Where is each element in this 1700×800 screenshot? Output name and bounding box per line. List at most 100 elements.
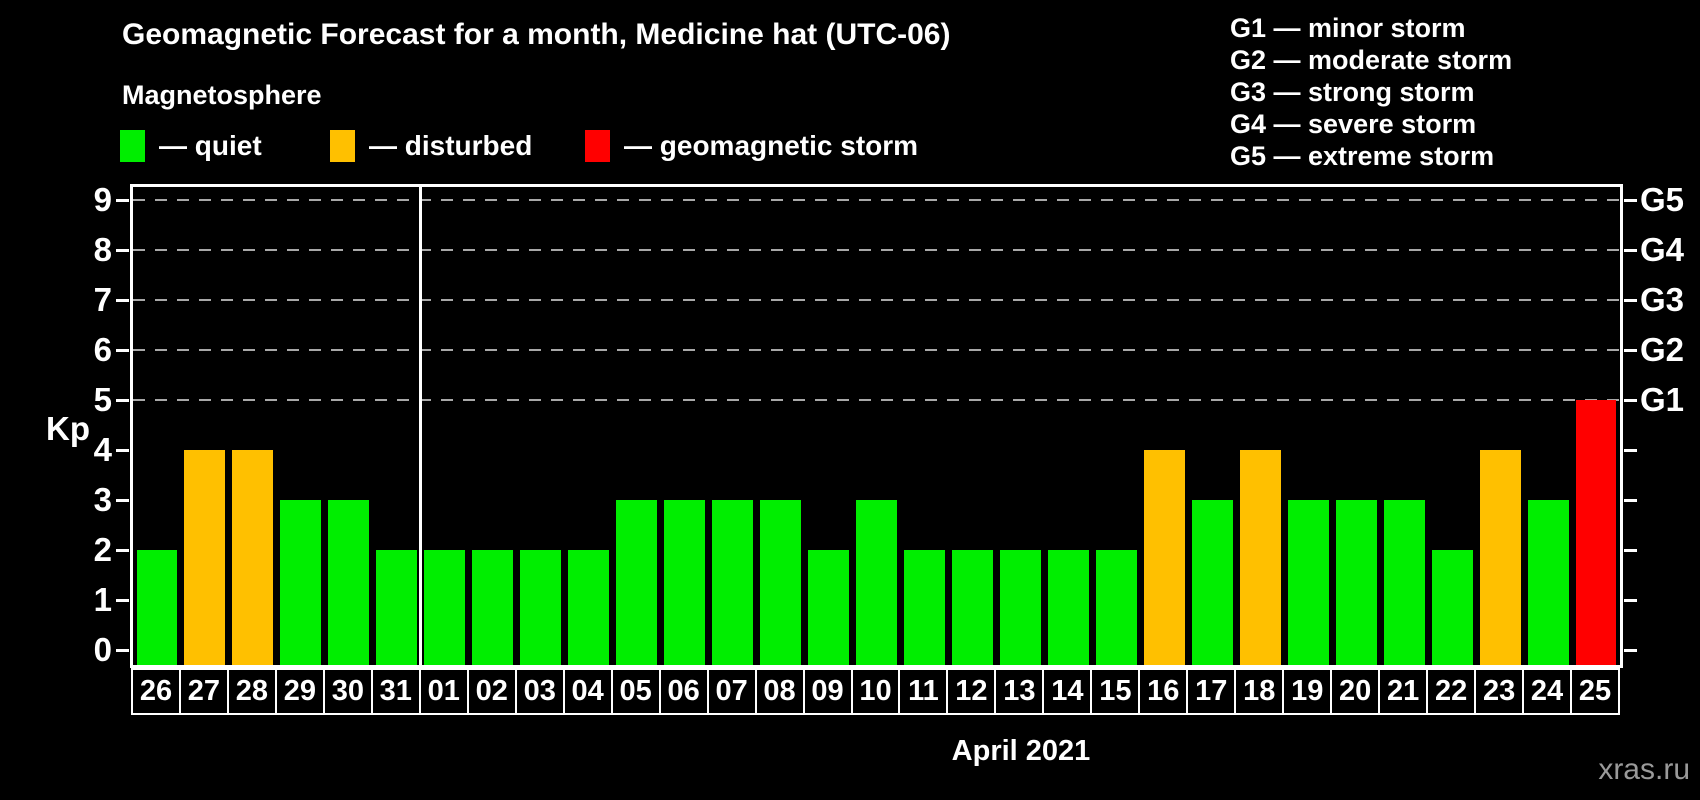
day-label-cell: 03 bbox=[514, 668, 565, 715]
y-tick-label: 4 bbox=[93, 431, 112, 468]
y-axis-tick-left bbox=[116, 598, 129, 602]
y-tick-label: 5 bbox=[93, 381, 112, 418]
day-label-cell: 09 bbox=[802, 668, 853, 715]
y-axis-tick-left bbox=[116, 198, 129, 202]
y-axis-tick-left bbox=[116, 548, 129, 552]
day-label-cell: 10 bbox=[850, 668, 901, 715]
day-label-cell: 22 bbox=[1426, 668, 1477, 715]
day-label-cell: 24 bbox=[1522, 668, 1573, 715]
day-label-cell: 18 bbox=[1234, 668, 1285, 715]
day-label-cell: 17 bbox=[1186, 668, 1237, 715]
y-axis-tick-left bbox=[116, 498, 129, 502]
day-label-cell: 12 bbox=[946, 668, 997, 715]
gridline-kp9 bbox=[133, 199, 1620, 201]
y-tick-label: 8 bbox=[93, 231, 112, 268]
kp-bar bbox=[1095, 550, 1137, 665]
y-tick-label: 6 bbox=[93, 331, 112, 368]
kp-bar bbox=[1047, 550, 1089, 665]
kp-bar bbox=[376, 550, 418, 665]
month-divider-line bbox=[419, 187, 423, 665]
day-label-cell: 14 bbox=[1042, 668, 1093, 715]
day-label-cell: 08 bbox=[754, 668, 805, 715]
legend-label-quiet: — quiet bbox=[159, 130, 262, 161]
legend-label-storm: — geomagnetic storm bbox=[624, 130, 919, 161]
day-label-cell: 26 bbox=[131, 668, 181, 715]
g-legend-line-4: G4 — severe storm bbox=[1230, 109, 1477, 139]
g-legend-line-2: G2 — moderate storm bbox=[1230, 45, 1513, 75]
y-axis-tick-left bbox=[116, 348, 129, 352]
kp-bar bbox=[1191, 500, 1233, 665]
gridline-kp7 bbox=[133, 299, 1620, 301]
g-legend-line-5: G5 — extreme storm bbox=[1230, 141, 1495, 171]
kp-bar bbox=[1431, 550, 1473, 665]
kp-bar bbox=[184, 450, 226, 665]
y-axis-tick-left bbox=[116, 248, 129, 252]
day-label-cell: 30 bbox=[322, 668, 373, 715]
kp-bar bbox=[1383, 500, 1425, 665]
y-axis-tick-right bbox=[1624, 548, 1637, 552]
kp-bar bbox=[1479, 450, 1521, 665]
day-label-cell: 02 bbox=[466, 668, 517, 715]
day-label-cell: 19 bbox=[1282, 668, 1333, 715]
day-label-cell: 04 bbox=[562, 668, 613, 715]
y-axis-tick-right bbox=[1624, 498, 1637, 502]
magnetosphere-label: Magnetosphere bbox=[122, 80, 322, 110]
day-label-cell: 01 bbox=[418, 668, 469, 715]
y-axis-tick-right bbox=[1624, 298, 1637, 302]
y-axis-tick-right bbox=[1624, 198, 1637, 202]
y-tick-label: 3 bbox=[93, 481, 112, 518]
status-legend: — quiet — disturbed — geomagnetic storm bbox=[0, 128, 1100, 164]
day-label-cell: 21 bbox=[1378, 668, 1429, 715]
g-legend-line-1: G1 — minor storm bbox=[1230, 13, 1466, 43]
kp-bar bbox=[424, 550, 466, 665]
x-axis-title: April 2021 bbox=[951, 735, 1091, 767]
y-axis-tick-left bbox=[116, 448, 129, 452]
y-axis-tick-right bbox=[1624, 598, 1637, 602]
y-axis-tick-left bbox=[116, 398, 129, 402]
kp-bar bbox=[1575, 400, 1617, 665]
g-level-label: G1 bbox=[1640, 381, 1685, 418]
y-tick-label: 7 bbox=[93, 281, 112, 318]
kp-bar bbox=[664, 500, 706, 665]
kp-bar bbox=[136, 550, 178, 665]
kp-bar bbox=[712, 500, 754, 665]
kp-bar bbox=[1287, 500, 1329, 665]
legend-label-disturbed: — disturbed bbox=[369, 130, 533, 161]
day-label-cell: 20 bbox=[1330, 668, 1381, 715]
kp-bar bbox=[520, 550, 562, 665]
y-axis-tick-right bbox=[1624, 448, 1637, 452]
disturbed-color-swatch bbox=[330, 130, 355, 162]
g-level-label: G2 bbox=[1640, 331, 1685, 368]
y-axis-tick-right bbox=[1624, 348, 1637, 352]
kp-bar bbox=[1527, 500, 1569, 665]
watermark: xras.ru bbox=[1598, 753, 1690, 786]
plot-area bbox=[130, 184, 1623, 668]
y-axis-tick-right bbox=[1624, 398, 1637, 402]
gridline-kp6 bbox=[133, 349, 1620, 351]
kp-bar bbox=[568, 550, 610, 665]
y-axis-tick-left bbox=[116, 648, 129, 652]
kp-bar bbox=[616, 500, 658, 665]
y-tick-label: 2 bbox=[93, 531, 112, 568]
day-label-cell: 05 bbox=[610, 668, 661, 715]
day-label-cell: 23 bbox=[1474, 668, 1525, 715]
y-tick-label: 1 bbox=[93, 581, 112, 618]
day-label-cell: 29 bbox=[274, 668, 325, 715]
legend-item-disturbed: — disturbed bbox=[330, 128, 532, 164]
g-legend-line-3: G3 — strong storm bbox=[1230, 77, 1475, 107]
day-label-cell: 06 bbox=[658, 668, 709, 715]
day-label-cell: 25 bbox=[1570, 668, 1620, 715]
y-axis-tick-right bbox=[1624, 248, 1637, 252]
gridline-kp8 bbox=[133, 249, 1620, 251]
kp-bar bbox=[808, 550, 849, 665]
quiet-color-swatch bbox=[120, 130, 145, 162]
chart-title: Geomagnetic Forecast for a month, Medici… bbox=[122, 18, 951, 51]
kp-bar bbox=[1335, 500, 1377, 665]
y-tick-label: 9 bbox=[93, 181, 112, 218]
y-tick-label: 0 bbox=[93, 631, 112, 668]
kp-bar bbox=[280, 500, 322, 665]
kp-bar bbox=[903, 550, 945, 665]
gridline-kp5 bbox=[133, 399, 1620, 401]
legend-item-quiet: — quiet bbox=[120, 128, 262, 164]
